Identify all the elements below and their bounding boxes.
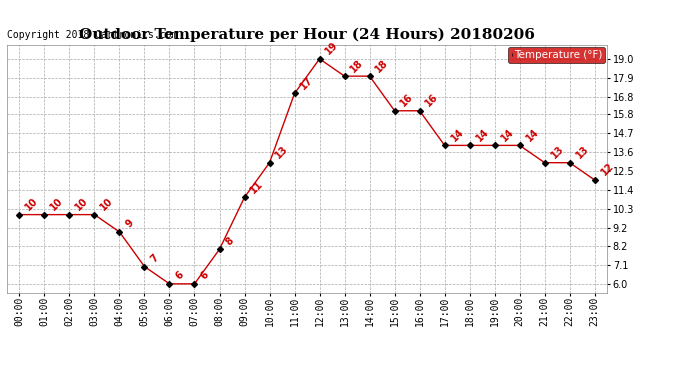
Text: 10: 10 — [74, 196, 90, 213]
Text: 13: 13 — [549, 144, 565, 160]
Text: 10: 10 — [48, 196, 65, 213]
Text: 19: 19 — [324, 40, 340, 57]
Text: 16: 16 — [424, 92, 440, 109]
Text: 13: 13 — [274, 144, 290, 160]
Text: Copyright 2018 Cartronics.com: Copyright 2018 Cartronics.com — [7, 30, 177, 40]
Text: 6: 6 — [174, 270, 186, 282]
Text: 10: 10 — [23, 196, 40, 213]
Text: 6: 6 — [199, 270, 210, 282]
Text: 7: 7 — [148, 252, 161, 264]
Text: 18: 18 — [374, 57, 391, 74]
Text: 9: 9 — [124, 218, 135, 230]
Title: Outdoor Temperature per Hour (24 Hours) 20180206: Outdoor Temperature per Hour (24 Hours) … — [79, 28, 535, 42]
Text: 18: 18 — [348, 57, 366, 74]
Text: 13: 13 — [574, 144, 591, 160]
Text: 14: 14 — [474, 127, 491, 143]
Text: 14: 14 — [499, 127, 515, 143]
Legend: Temperature (°F): Temperature (°F) — [509, 47, 605, 63]
Text: 14: 14 — [524, 127, 540, 143]
Text: 12: 12 — [599, 161, 615, 178]
Text: 10: 10 — [99, 196, 115, 213]
Text: 17: 17 — [299, 75, 315, 91]
Text: 11: 11 — [248, 178, 265, 195]
Text: 16: 16 — [399, 92, 415, 109]
Text: 8: 8 — [224, 235, 235, 247]
Text: 14: 14 — [448, 127, 465, 143]
